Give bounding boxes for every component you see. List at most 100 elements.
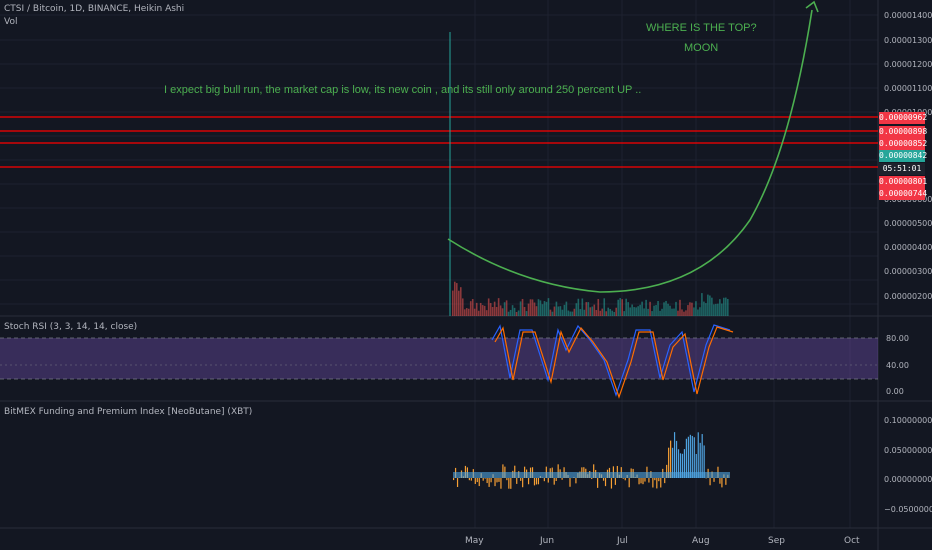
funding-bar — [470, 478, 472, 481]
volume-bar — [627, 302, 629, 316]
funding-bar — [656, 478, 658, 489]
price-tick-label: 0.00000300 — [884, 267, 932, 276]
price-tag: 05:51:01 — [879, 163, 925, 175]
funding-bar — [498, 478, 500, 482]
volume-bar — [621, 299, 623, 316]
funding-bar — [713, 478, 715, 482]
funding-bar — [691, 435, 693, 478]
volume-bar — [545, 301, 548, 316]
volume-bar — [483, 305, 486, 316]
funding-tick-label: 0.00000000 — [884, 475, 932, 484]
volume-bar — [455, 283, 458, 316]
volume-bar — [697, 309, 699, 316]
volume-bar — [655, 305, 657, 316]
volume-bar — [635, 307, 637, 316]
volume-bar — [671, 308, 673, 316]
funding-bar — [453, 478, 455, 481]
time-tick-label: Sep — [768, 536, 785, 546]
volume-bar — [709, 295, 711, 316]
volume-bar — [689, 302, 691, 316]
volume-bar — [473, 308, 476, 316]
volume-bar — [503, 302, 506, 316]
funding-bar — [614, 478, 616, 485]
volume-bar — [665, 300, 667, 316]
volume-bar — [523, 306, 526, 316]
funding-bar — [488, 478, 490, 487]
volume-bar — [705, 303, 707, 316]
volume-bar — [589, 307, 592, 316]
volume-bar — [643, 308, 645, 316]
volume-bar — [565, 301, 568, 316]
funding-bar — [681, 453, 684, 478]
volume-bar — [701, 293, 703, 316]
volume-bar — [537, 299, 540, 316]
funding-bar — [640, 478, 642, 484]
funding-bar — [725, 478, 727, 485]
funding-bar — [510, 478, 512, 489]
volume-bar — [719, 299, 721, 316]
funding-bar — [699, 442, 701, 478]
volume-bar — [481, 305, 484, 316]
volume-bar — [673, 308, 675, 316]
time-tick-label: Jun — [540, 536, 555, 546]
volume-bar — [513, 307, 516, 316]
volume-bar — [457, 290, 460, 316]
volume-bar — [557, 306, 560, 316]
funding-bar — [494, 478, 496, 487]
funding-bar — [514, 465, 516, 478]
funding-bar — [677, 449, 680, 478]
volume-bar — [711, 297, 713, 316]
volume-bar — [451, 290, 454, 316]
volume-bar — [533, 302, 536, 316]
cup-curve — [447, 9, 813, 293]
volume-bar — [725, 297, 727, 316]
funding-bar — [527, 478, 530, 485]
volume-bar — [629, 307, 631, 316]
funding-bar — [670, 440, 672, 478]
funding-bar — [624, 478, 626, 481]
funding-bar — [703, 445, 705, 478]
volume-bar — [659, 310, 661, 316]
funding-bar — [476, 478, 478, 483]
volume-bar — [715, 303, 717, 316]
volume-bar — [583, 309, 586, 316]
volume-bar — [713, 304, 715, 316]
volume-bar — [541, 304, 544, 316]
volume-bar — [693, 307, 695, 316]
rsi-tick-label: 0.00 — [886, 387, 904, 396]
funding-bar — [555, 478, 557, 481]
funding-tick-label: 0.05000000 — [884, 446, 932, 455]
volume-bar — [619, 298, 621, 316]
volume-bar — [645, 299, 647, 316]
funding-bar — [721, 478, 723, 488]
funding-bar — [642, 478, 644, 485]
funding-bar — [597, 478, 599, 488]
funding-bar — [547, 478, 549, 483]
funding-bar — [660, 478, 662, 488]
volume-bar — [613, 311, 616, 316]
volume-bar — [517, 310, 520, 316]
volume-bar — [615, 307, 618, 316]
funding-bar — [648, 478, 650, 483]
symbol-title: CTSI / Bitcoin, 1D, BINANCE, Heikin Ashi — [4, 4, 185, 14]
funding-bar — [602, 478, 605, 481]
volume-bar — [687, 305, 689, 316]
volume-bar — [581, 298, 584, 316]
volume-bar — [623, 311, 625, 316]
price-tick-label: 0.00001200 — [884, 60, 932, 69]
funding-bar — [693, 437, 695, 478]
volume-bar — [601, 308, 604, 316]
volume-bar — [681, 309, 683, 316]
volume-bar — [625, 298, 627, 316]
annotation-moon: MOON — [684, 42, 719, 54]
volume-bar — [505, 300, 508, 316]
volume-bar — [721, 303, 723, 316]
volume-bar — [683, 311, 685, 316]
volume-bar — [453, 281, 456, 316]
volume-bar — [599, 310, 602, 316]
volume-bar — [609, 308, 612, 316]
volume-bar — [549, 309, 552, 316]
price-tag: 0.00000898 — [879, 126, 928, 138]
